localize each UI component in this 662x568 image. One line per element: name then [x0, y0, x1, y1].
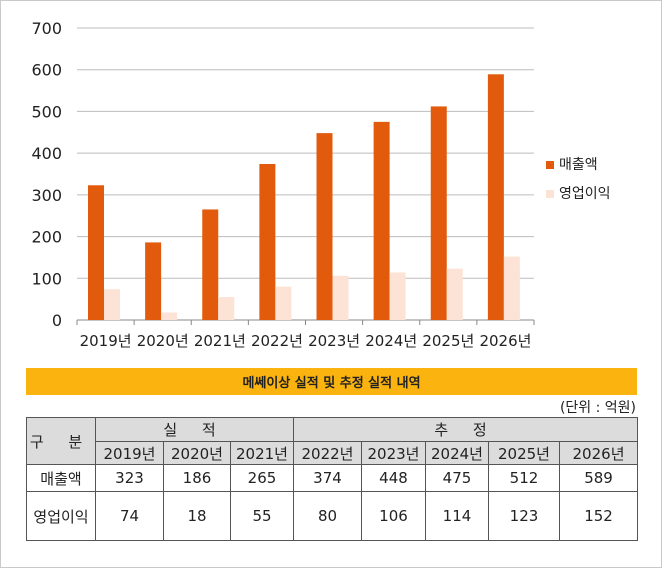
bar — [316, 133, 333, 320]
legend-label: 영업이익 — [559, 186, 611, 202]
year-header: 2024년 — [425, 441, 489, 465]
bar — [275, 286, 292, 320]
year-header: 2026년 — [558, 441, 639, 465]
table-cell: 18 — [163, 491, 231, 541]
y-tick-label: 600 — [31, 61, 62, 80]
table-cell: 374 — [293, 464, 362, 492]
bar — [259, 163, 276, 320]
table-title-banner: 메쎄이상 실적 및 추정 실적 내역 — [26, 368, 637, 395]
table-cell: 589 — [558, 464, 639, 492]
x-tick-label: 2026년 — [479, 332, 531, 350]
bar — [503, 256, 520, 320]
table-row: 영업이익 74 18 55 80 106 114 123 152 — [26, 491, 639, 541]
table-cell: 186 — [163, 464, 231, 492]
bar — [487, 74, 504, 320]
group-actual-header: 실 적 — [95, 417, 294, 442]
bar — [332, 275, 349, 320]
table-row: 매출액 323 186 265 374 448 475 512 589 — [26, 464, 639, 492]
bar — [446, 268, 463, 320]
x-tick-label: 2024년 — [365, 332, 417, 350]
y-tick-label: 0 — [52, 311, 62, 330]
table-cell: 265 — [230, 464, 294, 492]
bar — [373, 121, 390, 320]
year-header: 2022년 — [293, 441, 362, 465]
bar — [88, 185, 104, 320]
bar — [161, 312, 178, 320]
legend-swatch — [546, 161, 554, 169]
bar — [389, 272, 406, 320]
table-cell: 80 — [293, 491, 362, 541]
x-tick-label: 2022년 — [251, 332, 303, 350]
y-tick-label: 300 — [31, 186, 62, 205]
y-tick-label: 200 — [31, 228, 62, 247]
year-header: 2020년 — [163, 441, 231, 465]
unit-label: (단위 : 억원) — [559, 400, 636, 416]
x-tick-label: 2020년 — [137, 332, 189, 350]
y-tick-label: 700 — [31, 19, 62, 38]
y-tick-label: 100 — [31, 269, 62, 288]
legend-swatch — [546, 190, 554, 198]
table-cell: 512 — [488, 464, 560, 492]
y-tick-label: 500 — [31, 102, 62, 121]
row-label: 영업이익 — [26, 491, 96, 541]
year-header: 2021년 — [230, 441, 294, 465]
year-header: 2023년 — [361, 441, 426, 465]
table-cell: 74 — [95, 491, 164, 541]
x-tick-label: 2021년 — [194, 332, 246, 350]
table-cell: 55 — [230, 491, 294, 541]
x-tick-label: 2025년 — [422, 332, 474, 350]
year-header: 2019년 — [95, 441, 164, 465]
bar — [430, 106, 447, 321]
table-cell: 448 — [361, 464, 426, 492]
bar — [202, 209, 219, 320]
group-forecast-header: 추 정 — [292, 417, 639, 442]
bar — [104, 289, 120, 320]
bar-chart: 0 100 200 300 400 500 600 700 2019년 2020년 2021년 202… — [31, 19, 611, 350]
x-tick-label: 2023년 — [308, 332, 360, 350]
bar — [145, 242, 162, 320]
table-cell: 123 — [488, 491, 560, 541]
y-tick-label: 400 — [31, 144, 62, 163]
table-cell: 152 — [558, 491, 639, 541]
x-tick-label: 2019년 — [80, 332, 132, 350]
year-header: 2025년 — [488, 441, 560, 465]
table-cell: 475 — [425, 464, 489, 492]
performance-table: 구 분 실 적 추 정 2019년 2020년 2021년 2022년 2023… — [26, 417, 639, 541]
table-cell: 323 — [95, 464, 164, 492]
table-title: 메쎄이상 실적 및 추정 실적 내역 — [242, 376, 421, 391]
table-cell: 114 — [425, 491, 489, 541]
bar — [218, 297, 235, 320]
row-header-cell: 구 분 — [26, 417, 96, 465]
table-cell: 106 — [361, 491, 426, 541]
legend-label: 매출액 — [559, 157, 598, 173]
row-label: 매출액 — [26, 464, 96, 492]
